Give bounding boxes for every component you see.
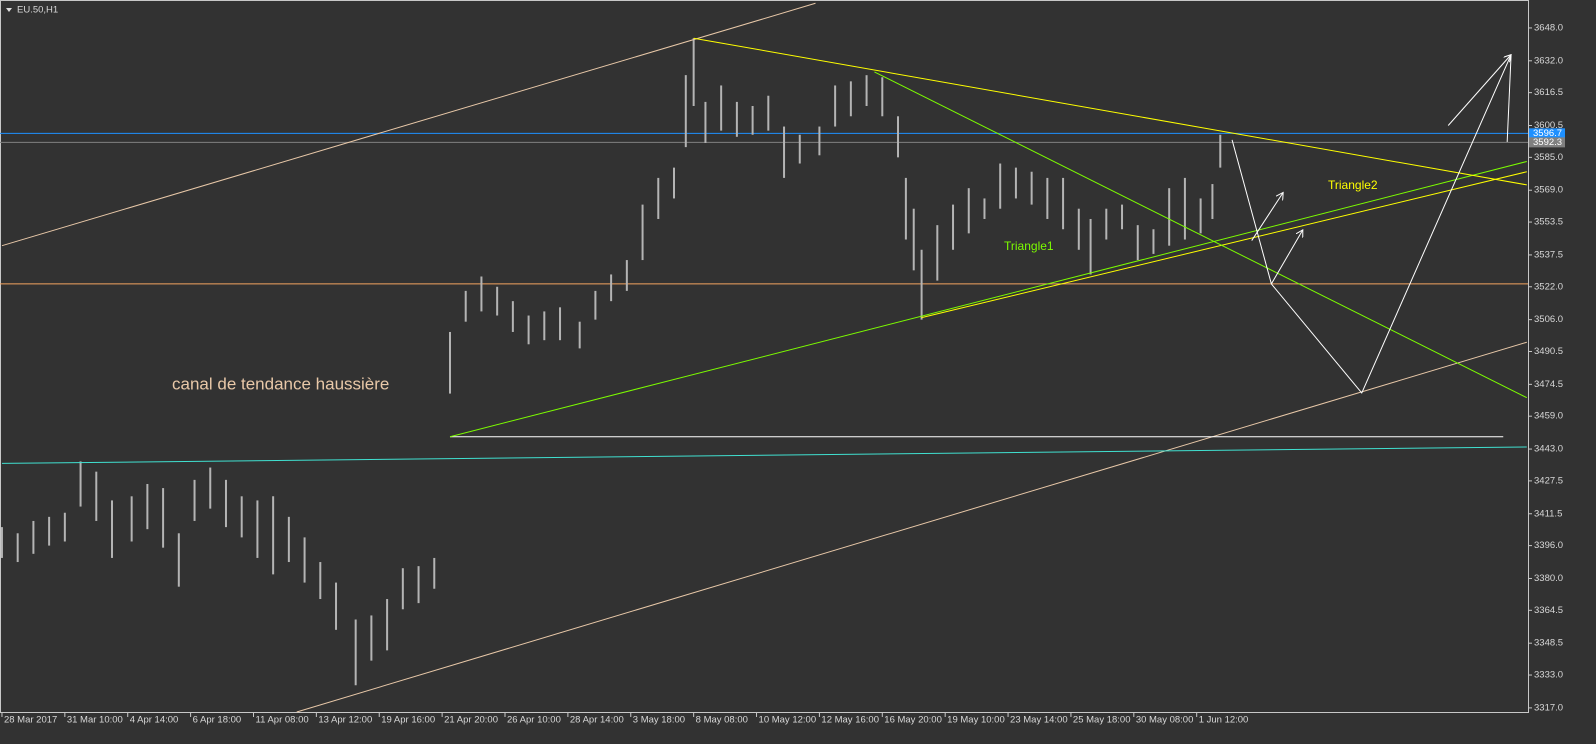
y-tick-label: 3380.0 (1534, 573, 1563, 584)
y-tick-label: 3317.0 (1534, 702, 1563, 713)
price-tag (1529, 137, 1565, 148)
trend-line (449, 160, 1527, 438)
annotation: Triangle2 (1328, 178, 1378, 192)
trend-line (693, 37, 1527, 186)
y-tick-label: 3616.5 (1534, 87, 1563, 98)
x-tick-label: 3 May 18:00 (633, 715, 685, 726)
x-tick-label: 13 Apr 12:00 (318, 715, 372, 726)
y-tick-label: 3427.5 (1534, 475, 1563, 486)
price-tag-label: 3592.3 (1533, 137, 1562, 148)
x-tick-label: 4 Apr 14:00 (130, 715, 179, 726)
x-tick-label: 19 May 10:00 (947, 715, 1005, 726)
y-tick-label: 3396.0 (1534, 540, 1563, 551)
x-tick-label: 10 May 12:00 (759, 715, 817, 726)
trend-line (874, 71, 1528, 399)
y-tick-label: 3348.5 (1534, 638, 1563, 649)
x-tick-label: 19 Apr 16:00 (381, 715, 435, 726)
annotation: canal de tendance haussière (172, 374, 389, 393)
y-tick-label: 3474.5 (1534, 379, 1563, 390)
menu-icon[interactable] (6, 8, 12, 12)
x-tick-label: 8 May 08:00 (696, 715, 748, 726)
y-tick-label: 3506.0 (1534, 314, 1563, 325)
y-tick-label: 3648.0 (1534, 22, 1563, 33)
y-tick-label: 3443.0 (1534, 444, 1563, 455)
y-tick-label: 3411.5 (1534, 508, 1562, 519)
trend-line (1, 446, 1527, 464)
x-tick-label: 26 Apr 10:00 (507, 715, 561, 726)
arrow (1270, 230, 1302, 285)
arrow (1447, 55, 1511, 126)
y-tick-label: 3364.5 (1534, 605, 1563, 616)
x-tick-label: 16 May 20:00 (884, 715, 942, 726)
x-tick-label: 31 Mar 10:00 (67, 715, 123, 726)
y-tick-label: 3490.5 (1534, 346, 1563, 357)
plot-frame (0, 0, 1529, 713)
y-tick-label: 3600.5 (1534, 120, 1563, 131)
x-tick-label: 21 Apr 20:00 (444, 715, 498, 726)
trend-line (1, 2, 816, 247)
x-tick-label: 1 Jun 12:00 (1199, 715, 1249, 726)
x-tick-label: 6 Apr 18:00 (193, 715, 242, 726)
trend-line (1231, 54, 1512, 394)
y-tick-label: 3537.5 (1534, 249, 1563, 260)
y-tick-label: 3333.0 (1534, 670, 1563, 681)
y-tick-label: 3585.0 (1534, 152, 1563, 163)
arrow (1251, 192, 1283, 241)
x-tick-label: 11 Apr 08:00 (255, 715, 308, 726)
x-tick-label: 25 May 18:00 (1073, 715, 1131, 726)
x-tick-label: 12 May 16:00 (821, 715, 879, 726)
y-tick-label: 3569.0 (1534, 185, 1563, 196)
x-tick-label: 30 May 08:00 (1136, 715, 1194, 726)
chart-title: EU.50,H1 (17, 5, 58, 16)
price-tag (1529, 128, 1565, 139)
y-tick-label: 3632.0 (1534, 55, 1563, 66)
y-tick-label: 3522.0 (1534, 281, 1563, 292)
price-tag-label: 3596.7 (1533, 128, 1562, 139)
annotation: Triangle1 (1004, 239, 1054, 253)
y-tick-label: 3553.5 (1534, 217, 1563, 228)
trend-line (921, 171, 1527, 319)
y-tick-label: 3459.0 (1534, 411, 1563, 422)
x-tick-label: 23 May 14:00 (1010, 715, 1068, 726)
x-tick-label: 28 Mar 2017 (4, 715, 57, 726)
x-tick-label: 28 Apr 14:00 (570, 715, 624, 726)
trend-line (296, 341, 1527, 713)
